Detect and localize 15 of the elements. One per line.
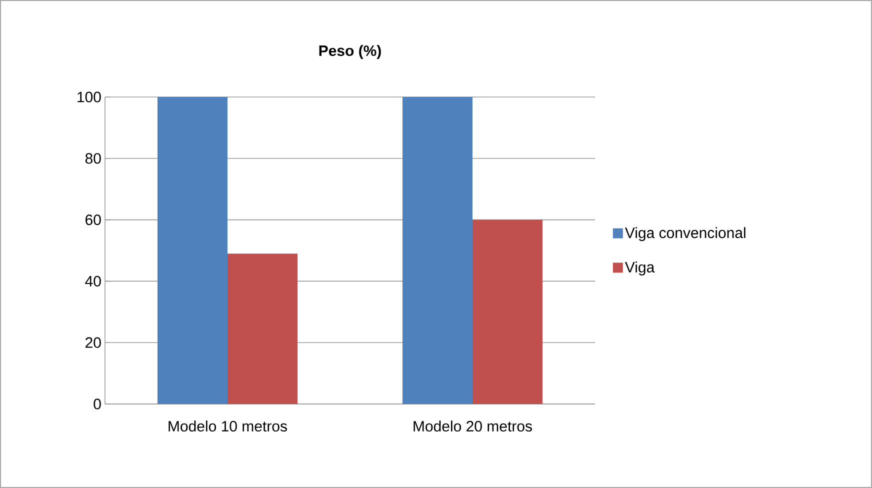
x-tick-label: Modelo 10 metros — [168, 420, 287, 432]
chart-title: Peso (%) — [319, 45, 381, 59]
bar — [228, 254, 298, 404]
bar — [472, 220, 543, 404]
legend-label: Viga convencional — [624, 227, 746, 242]
bar — [402, 97, 473, 404]
y-tick-label: 0 — [94, 398, 101, 410]
x-tick-label: Modelo 20 metros — [414, 420, 532, 432]
y-tick-label: 60 — [86, 214, 101, 226]
y-tick-label: 20 — [86, 337, 101, 348]
y-tick-label: 80 — [85, 153, 101, 164]
bar — [158, 97, 228, 404]
y-tick-label: 40 — [85, 276, 101, 287]
legend-label: Viga — [624, 262, 655, 276]
y-tick-label: 100 — [78, 92, 101, 102]
